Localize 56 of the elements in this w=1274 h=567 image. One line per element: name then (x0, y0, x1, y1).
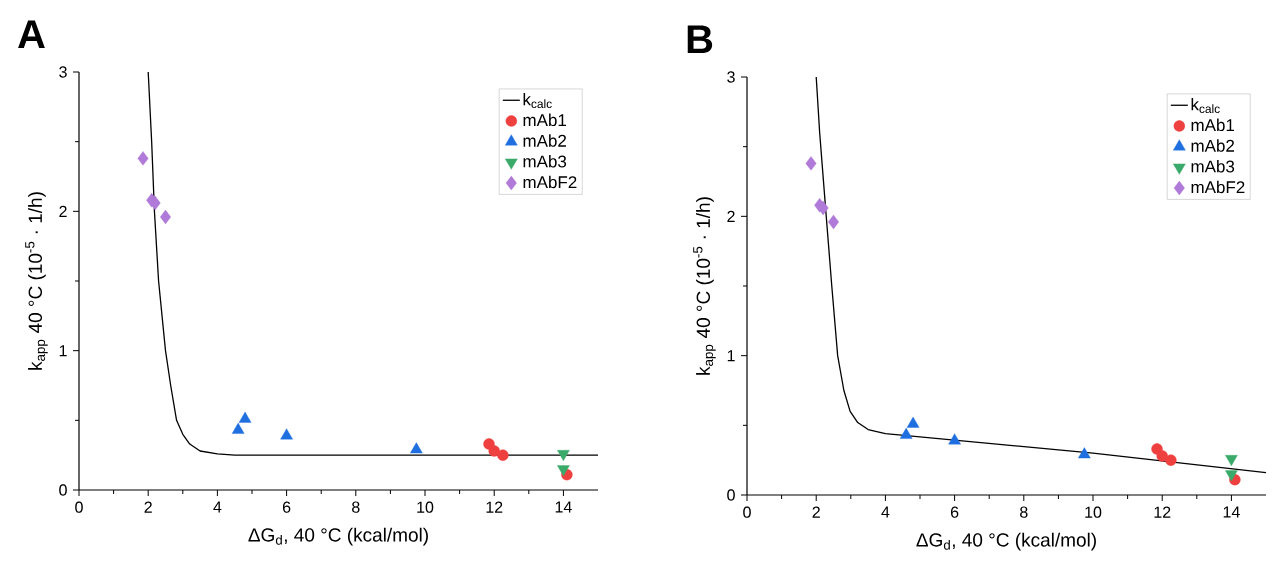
legend-label: mAb2 (1191, 139, 1235, 152)
x-axis-title: ΔG$_{d}$, 40 °C (kcal/mol) (916, 532, 1096, 551)
x-tick-label: 10 (1085, 506, 1102, 518)
y-tick-label: 2 (59, 205, 67, 217)
x-tick-label: 14 (555, 501, 572, 513)
y-tick-label: 0 (727, 489, 735, 501)
point (899, 427, 913, 439)
x-tick-label: 6 (950, 506, 959, 518)
legend-label: k$_{calc}$ (1191, 97, 1220, 114)
x-tick-label: 4 (881, 506, 890, 518)
point (948, 433, 961, 445)
point (1165, 454, 1177, 466)
line-series (815, 76, 1267, 474)
legend-label: mAbF2 (523, 175, 577, 189)
y-axis-title: k$_{app}$ 40 °C (10$^{-5}$ · 1/h) (693, 197, 716, 375)
point (231, 422, 245, 434)
y-tick-label: 2 (727, 210, 735, 222)
x-tick-label: 8 (352, 501, 360, 513)
point (280, 428, 293, 440)
x-tick-label: 2 (144, 501, 152, 513)
y-tick-label: 0 (59, 484, 67, 496)
legend-label: mAb1 (1191, 118, 1235, 132)
x-tick-label: 0 (75, 501, 83, 513)
x-tick-label: 4 (213, 501, 222, 513)
point (805, 156, 817, 171)
y-tick-label: 3 (727, 71, 735, 83)
legend-label: mAb2 (523, 134, 567, 147)
x-tick-label: 12 (1154, 506, 1171, 518)
legend-label: mAb3 (1191, 160, 1235, 173)
point (1078, 447, 1091, 459)
chart-title: B (687, 25, 713, 53)
legend-label: mAb1 (523, 113, 567, 127)
x-tick-label: 8 (1020, 506, 1028, 518)
y-axis-title: k$_{app}$ 40 °C (10$^{-5}$ · 1/h) (25, 192, 48, 370)
x-axis-title: ΔG$_{d}$, 40 °C (kcal/mol) (248, 527, 428, 546)
x-tick-label: 14 (1223, 506, 1240, 518)
x-tick-label: 6 (282, 501, 291, 513)
point (488, 445, 500, 457)
x-tick-label: 0 (743, 506, 751, 518)
point (1156, 450, 1168, 462)
line-series (147, 71, 599, 456)
x-tick-label: 2 (812, 506, 820, 518)
y-tick-label: 1 (59, 345, 67, 357)
chart-title: A (18, 20, 45, 48)
legend-label: k$_{calc}$ (523, 92, 552, 109)
point (497, 449, 509, 461)
point (137, 151, 149, 166)
y-tick-label: 1 (727, 350, 735, 362)
point (906, 416, 920, 428)
y-tick-label: 3 (59, 66, 67, 78)
legend-label: mAbF2 (1191, 180, 1245, 194)
point (410, 442, 423, 454)
x-tick-label: 12 (486, 501, 503, 513)
point (238, 411, 252, 423)
x-tick-label: 10 (417, 501, 434, 513)
legend-label: mAb3 (523, 155, 567, 168)
